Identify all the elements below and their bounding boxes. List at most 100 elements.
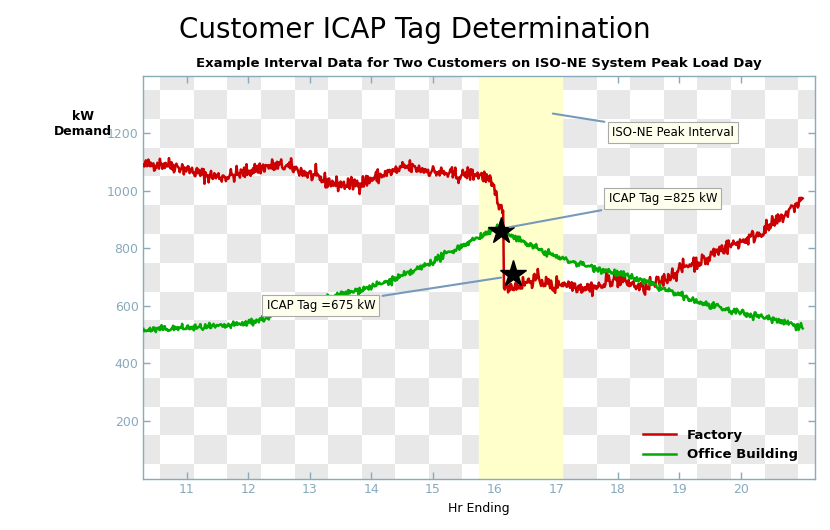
Bar bbox=[697, 205, 731, 234]
Bar bbox=[193, 90, 227, 119]
Bar bbox=[664, 119, 697, 148]
Bar bbox=[798, 378, 830, 407]
Bar bbox=[193, 263, 227, 292]
Bar bbox=[328, 148, 362, 176]
Bar bbox=[630, 407, 664, 436]
Bar bbox=[496, 148, 530, 176]
Office Building bbox=[560, 255, 570, 261]
Bar bbox=[630, 464, 664, 493]
Bar bbox=[563, 205, 597, 234]
Bar bbox=[295, 378, 328, 407]
Bar bbox=[597, 320, 630, 349]
Bar bbox=[496, 176, 530, 205]
Bar bbox=[798, 436, 830, 464]
Bar bbox=[630, 176, 664, 205]
Bar bbox=[798, 90, 830, 119]
Bar bbox=[362, 119, 395, 148]
Bar bbox=[362, 464, 395, 493]
X-axis label: Hr Ending: Hr Ending bbox=[448, 502, 510, 515]
Office Building bbox=[540, 248, 550, 254]
Bar bbox=[530, 90, 563, 119]
Bar bbox=[429, 292, 462, 320]
Bar bbox=[127, 90, 160, 119]
Bar bbox=[697, 263, 731, 292]
Bar bbox=[496, 378, 530, 407]
Bar bbox=[328, 61, 362, 90]
Bar bbox=[697, 407, 731, 436]
Bar bbox=[261, 176, 295, 205]
Bar bbox=[563, 378, 597, 407]
Bar bbox=[261, 320, 295, 349]
Bar bbox=[731, 205, 764, 234]
Bar bbox=[462, 234, 496, 263]
Bar bbox=[328, 349, 362, 378]
Bar bbox=[127, 234, 160, 263]
Bar bbox=[798, 176, 830, 205]
Bar bbox=[764, 292, 798, 320]
Bar bbox=[429, 320, 462, 349]
Office Building bbox=[139, 326, 149, 332]
Office Building bbox=[708, 304, 718, 311]
Text: Customer ICAP Tag Determination: Customer ICAP Tag Determination bbox=[179, 16, 651, 44]
Bar bbox=[295, 263, 328, 292]
Bar bbox=[328, 205, 362, 234]
Bar bbox=[563, 407, 597, 436]
Bar bbox=[630, 148, 664, 176]
Bar bbox=[630, 263, 664, 292]
Bar bbox=[462, 263, 496, 292]
Bar bbox=[664, 205, 697, 234]
Bar bbox=[395, 378, 429, 407]
Bar bbox=[764, 378, 798, 407]
Bar bbox=[496, 234, 530, 263]
Bar bbox=[462, 378, 496, 407]
Bar bbox=[328, 90, 362, 119]
Factory bbox=[540, 281, 549, 287]
Bar bbox=[597, 378, 630, 407]
Bar bbox=[362, 407, 395, 436]
Bar bbox=[462, 205, 496, 234]
Bar bbox=[227, 407, 261, 436]
Bar bbox=[496, 263, 530, 292]
Bar bbox=[295, 32, 328, 61]
Bar bbox=[530, 349, 563, 378]
Y-axis label: kW
Demand: kW Demand bbox=[54, 110, 112, 138]
Bar bbox=[362, 263, 395, 292]
Bar bbox=[530, 148, 563, 176]
Bar bbox=[664, 378, 697, 407]
Bar bbox=[630, 61, 664, 90]
Factory bbox=[522, 279, 532, 286]
Bar bbox=[764, 349, 798, 378]
Bar bbox=[597, 119, 630, 148]
Bar bbox=[697, 378, 731, 407]
Bar bbox=[362, 176, 395, 205]
Office Building bbox=[798, 325, 808, 332]
Bar bbox=[160, 90, 193, 119]
Bar bbox=[731, 320, 764, 349]
Bar bbox=[127, 407, 160, 436]
Bar bbox=[530, 292, 563, 320]
Bar bbox=[395, 32, 429, 61]
Bar bbox=[261, 61, 295, 90]
Bar bbox=[127, 32, 160, 61]
Bar bbox=[193, 61, 227, 90]
Bar bbox=[462, 464, 496, 493]
Bar bbox=[764, 32, 798, 61]
Factory bbox=[798, 195, 808, 201]
Bar bbox=[530, 61, 563, 90]
Bar bbox=[731, 119, 764, 148]
Line: Office Building: Office Building bbox=[144, 223, 803, 332]
Bar bbox=[328, 32, 362, 61]
Bar bbox=[395, 176, 429, 205]
Bar bbox=[697, 90, 731, 119]
Bar bbox=[496, 119, 530, 148]
Bar bbox=[664, 32, 697, 61]
Bar bbox=[295, 436, 328, 464]
Bar bbox=[530, 32, 563, 61]
Bar bbox=[496, 32, 530, 61]
Bar bbox=[160, 378, 193, 407]
Bar bbox=[362, 32, 395, 61]
Factory bbox=[164, 155, 174, 161]
Text: ICAP Tag =825 kW: ICAP Tag =825 kW bbox=[510, 192, 717, 227]
Bar bbox=[160, 292, 193, 320]
Bar bbox=[127, 205, 160, 234]
